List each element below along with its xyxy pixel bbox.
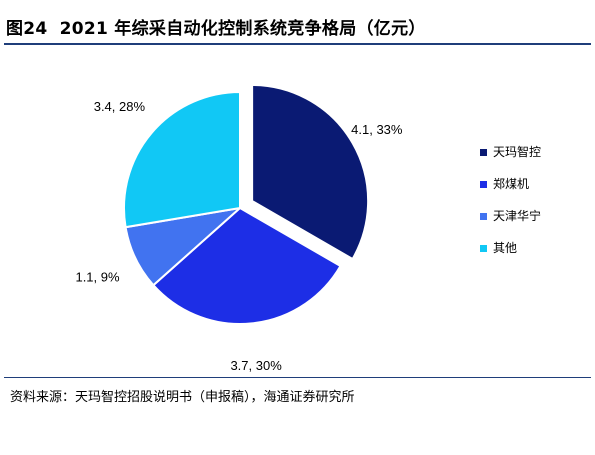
data-label-other: 3.4, 28%: [94, 99, 146, 114]
legend-swatch-tianjin-huaning: [480, 213, 487, 220]
source-rule: [4, 377, 591, 378]
data-label-tianjin-huaning: 1.1, 9%: [75, 269, 120, 284]
legend-label-other: 其他: [493, 241, 517, 255]
legend-swatch-zhengmeiji: [480, 181, 487, 188]
data-label-tianma: 4.1, 33%: [351, 122, 403, 137]
legend-swatch-other: [480, 245, 487, 252]
legend-label-zhengmeiji: 郑煤机: [493, 176, 529, 191]
source-note: 资料来源：天玛智控招股说明书（申报稿），海通证券研究所: [10, 390, 355, 405]
pie-chart: 4.1, 33%3.7, 30%1.1, 9%3.4, 28% 天玛智控郑煤机天…: [75, 83, 541, 373]
figure-label: 图24: [6, 19, 48, 39]
legend-swatch-tianma: [480, 149, 487, 156]
pie-data-labels: 4.1, 33% 3.7, 30% 1.1, 9% 3.4, 28%: [75, 99, 402, 373]
legend-label-tianma: 天玛智控: [493, 144, 541, 159]
pie-slice-other: [123, 90, 241, 229]
pie-slices: [123, 83, 370, 325]
legend-label-tianjin-huaning: 天津华宁: [493, 208, 541, 223]
pie-slice-tianma: [251, 83, 370, 261]
figure-title-text: 2021 年综采自动化控制系统竞争格局（亿元）: [59, 19, 426, 39]
title-rule: [4, 43, 591, 45]
pie-slice-zhengmeiji: [151, 206, 342, 325]
data-label-zhengmeiji: 3.7, 30%: [230, 358, 282, 373]
figure-title: 图24 2021 年综采自动化控制系统竞争格局（亿元）: [6, 14, 426, 39]
